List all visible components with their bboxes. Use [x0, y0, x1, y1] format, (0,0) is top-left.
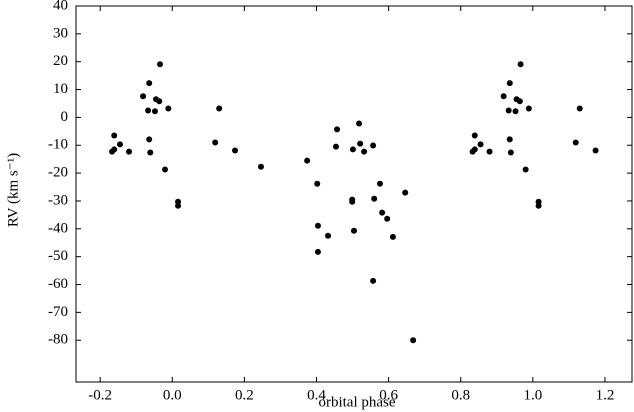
data-point — [389, 233, 396, 240]
data-point — [304, 157, 311, 164]
data-point — [376, 180, 383, 187]
data-point — [216, 105, 223, 112]
x-tick-label: 0.0 — [163, 387, 182, 403]
data-point — [522, 166, 529, 173]
y-tick-label: 10 — [53, 81, 68, 97]
data-point — [349, 146, 356, 153]
data-point — [232, 147, 239, 154]
data-point — [370, 277, 377, 284]
data-point — [477, 141, 484, 148]
x-tick-label: 0.6 — [379, 387, 398, 403]
y-tick-label: -40 — [48, 220, 68, 236]
y-tick-label: 20 — [53, 53, 68, 69]
data-point — [516, 98, 523, 105]
data-point — [175, 202, 182, 209]
data-point — [351, 227, 357, 234]
y-tick-label: -50 — [48, 248, 68, 264]
x-axis-label: orbital phase — [318, 394, 395, 410]
data-point — [370, 142, 377, 149]
data-point — [507, 149, 514, 156]
y-tick-label: -80 — [48, 332, 68, 348]
data-point — [517, 61, 524, 68]
y-tick-label: -10 — [48, 137, 68, 153]
x-tick-label: 0.4 — [307, 387, 326, 403]
data-point — [334, 126, 341, 133]
data-point — [156, 98, 163, 105]
x-tick-label: 0.8 — [451, 387, 470, 403]
data-point — [325, 232, 332, 239]
data-point — [379, 209, 386, 216]
data-point — [506, 136, 513, 143]
x-tick-label: -0.2 — [88, 387, 112, 403]
data-point — [525, 105, 532, 112]
data-point — [116, 141, 123, 148]
data-point — [361, 148, 368, 155]
data-point — [505, 107, 512, 114]
y-tick-label: -70 — [48, 304, 68, 320]
data-point — [157, 61, 164, 68]
data-point — [257, 163, 264, 170]
y-tick-label: 40 — [53, 0, 68, 13]
data-point — [535, 202, 542, 209]
data-point — [356, 120, 363, 127]
y-tick-label: 30 — [53, 25, 68, 41]
data-point — [332, 143, 339, 150]
data-point — [410, 337, 417, 344]
data-point — [471, 146, 478, 153]
data-point — [314, 180, 321, 187]
data-point — [357, 140, 364, 147]
data-point — [500, 93, 507, 100]
y-tick-label: 0 — [61, 109, 69, 125]
x-tick-label: 1.2 — [596, 387, 615, 403]
data-point — [512, 108, 519, 115]
data-point — [349, 198, 356, 205]
data-point — [165, 105, 172, 112]
data-point — [111, 146, 118, 153]
data-point — [147, 149, 154, 156]
data-point — [486, 148, 493, 155]
y-tick-label: -20 — [48, 165, 68, 181]
data-point — [314, 248, 321, 255]
y-tick-label: -60 — [48, 276, 68, 292]
data-point — [212, 139, 219, 146]
data-point — [572, 139, 579, 146]
data-point — [314, 222, 321, 229]
data-point — [402, 189, 409, 196]
plot-frame — [75, 5, 633, 383]
data-point — [471, 132, 478, 139]
data-point — [146, 80, 153, 87]
data-point — [384, 215, 391, 222]
data-point — [140, 93, 147, 100]
data-point — [111, 132, 118, 139]
data-point — [371, 195, 378, 202]
y-axis-label: RV (km s⁻¹) — [5, 153, 21, 227]
data-point — [506, 80, 513, 87]
data-point — [162, 166, 169, 173]
y-tick-label: -30 — [48, 192, 68, 208]
data-point — [146, 136, 153, 143]
data-point — [126, 148, 133, 155]
data-point — [592, 147, 599, 154]
data-point — [151, 108, 158, 115]
data-point — [145, 107, 152, 114]
data-point — [576, 105, 583, 112]
x-tick-label: 0.2 — [235, 387, 254, 403]
x-tick-label: 1.0 — [523, 387, 542, 403]
